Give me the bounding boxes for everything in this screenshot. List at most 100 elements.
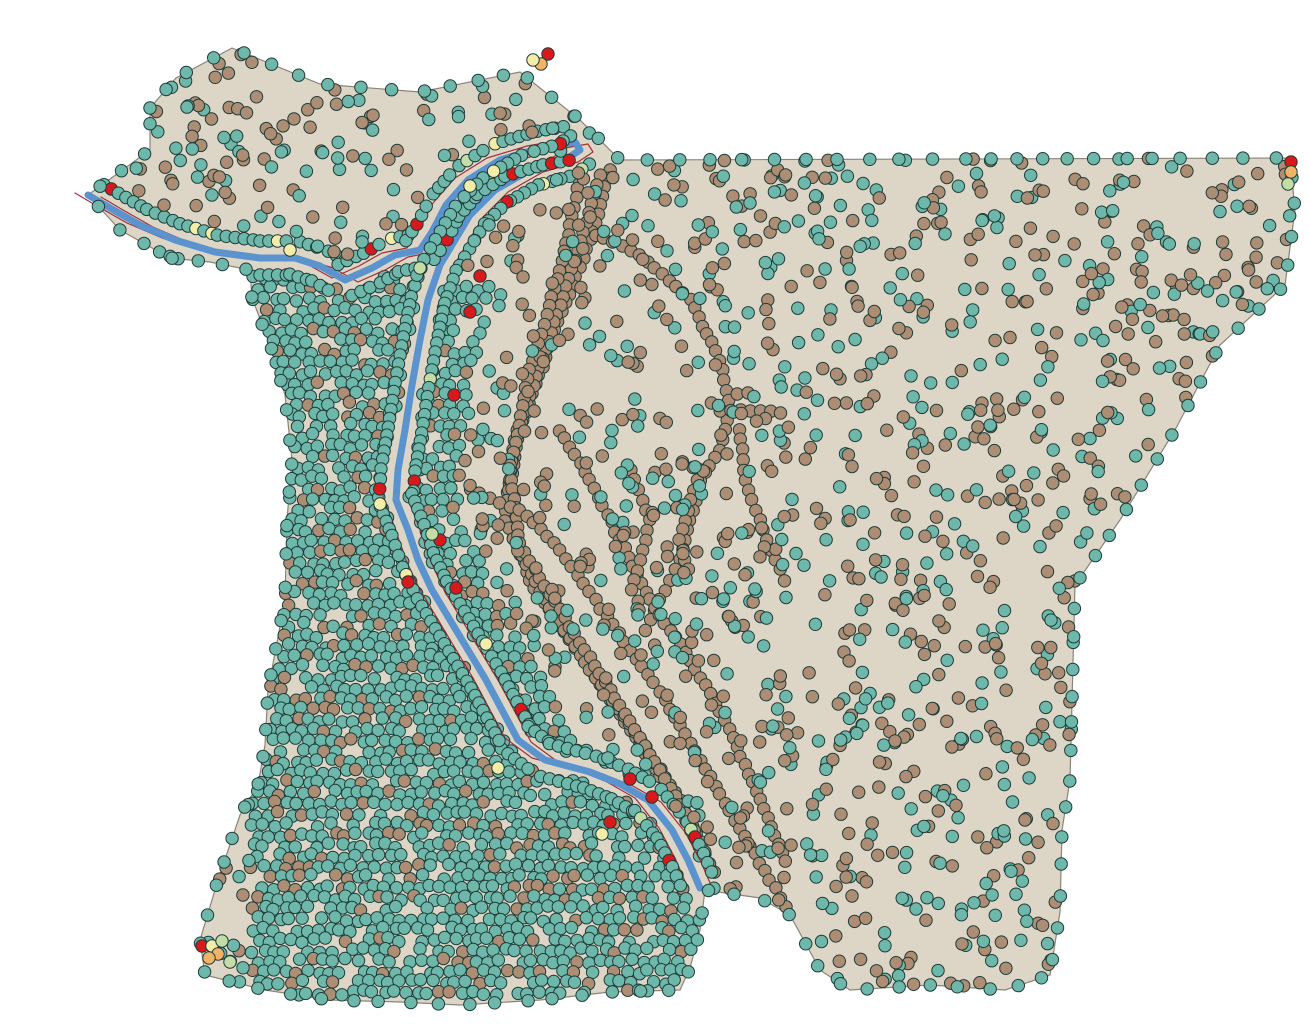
teal-point [521,858,536,873]
boundary-point [209,878,224,892]
brown-point [872,191,886,205]
brown-point [536,354,551,369]
boundary-point [782,907,796,922]
boundary-point [137,147,152,161]
brown-point [476,795,490,809]
teal-point [803,848,818,862]
boundary-point [239,262,253,276]
teal-point [716,169,730,183]
teal-point [657,501,672,515]
teal-point [190,170,205,184]
bank-point [492,733,506,748]
teal-point [759,611,774,625]
teal-point [472,554,486,568]
brown-point [771,841,785,855]
brown-point [1134,275,1148,289]
teal-point [742,357,756,371]
brown-point [860,396,874,411]
teal-point [755,428,769,442]
brown-point [494,123,508,137]
brown-point [929,403,944,418]
teal-point [1053,715,1067,729]
river-line [84,138,704,892]
brown-point [1083,451,1097,465]
teal-point [569,846,584,861]
teal-point [419,986,433,1001]
teal-point [559,248,573,263]
teal-point [327,596,341,610]
brown-point [1249,275,1263,289]
brown-point [854,369,868,383]
brown-point [1108,319,1123,334]
brown-point [964,253,978,267]
boundary-point [830,152,844,167]
teal-point [331,151,345,165]
teal-point [493,976,508,990]
teal-point [691,218,705,232]
boundary-point [701,883,716,898]
brown-point [496,219,511,233]
teal-point [818,262,832,276]
brown-point [916,305,931,319]
teal-point [464,353,478,367]
teal-point [961,407,975,421]
teal-point [881,696,895,710]
teal-point [507,943,521,958]
teal-point [490,628,504,642]
teal-point [307,932,321,946]
teal-point [360,364,375,378]
teal-point [379,752,393,766]
brown-point [212,170,227,184]
brown-point [734,406,748,421]
brown-point [677,565,691,580]
orange-highlight-point [1284,165,1298,179]
brown-point [573,559,587,573]
brown-point [729,855,744,870]
brown-point [301,103,315,117]
teal-point [694,592,709,606]
brown-point [853,952,868,966]
teal-point [173,153,188,168]
track-point [638,623,653,638]
teal-point [920,556,934,570]
brown-point [992,492,1006,506]
teal-point [399,648,414,663]
teal-point [288,565,302,579]
teal-point [979,876,993,891]
teal-point [566,815,580,830]
teal-point [437,930,452,945]
brown-point [988,333,1002,348]
brown-point [784,188,798,202]
teal-point [945,829,959,844]
brown-point [732,840,746,854]
teal-point [987,209,1002,223]
bank-point [372,237,386,252]
brown-point [158,160,173,174]
teal-point [151,125,165,139]
brown-point [781,711,795,725]
brown-point [276,119,290,133]
teal-point [354,438,369,452]
brown-point [500,963,515,978]
brown-point [958,639,972,654]
teal-point [437,148,452,163]
teal-point [552,882,567,896]
brown-point [991,651,1006,665]
brown-point [533,510,547,525]
teal-point [966,303,980,317]
brown-point [973,976,987,990]
teal-point [735,526,749,540]
brown-point [526,329,541,343]
boundary-point [811,959,825,973]
brown-point [525,125,539,139]
boundary-point [487,996,502,1010]
teal-point [317,890,332,904]
brown-point [816,361,830,376]
teal-point [290,419,305,434]
brown-point [719,486,733,501]
brown-point [249,90,264,104]
brown-point [458,453,472,468]
brown-point [166,177,180,191]
